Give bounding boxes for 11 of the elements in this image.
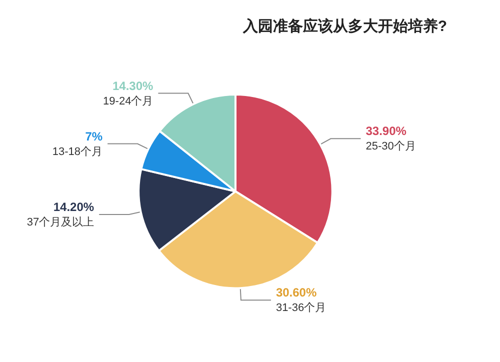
data-label: 14.20% (53, 200, 94, 214)
slice-label: 31-36个月 (276, 302, 326, 314)
chart-title: 入园准备应该从多大开始培养? (242, 17, 448, 35)
slice-label: 19-24个月 (103, 95, 154, 108)
slice-label: 13-18个月 (52, 146, 103, 158)
slice-label: 37个月及以上 (26, 215, 94, 228)
data-label: 14.30% (112, 78, 154, 93)
slice-label: 25-30个月 (366, 140, 416, 153)
data-label: 33.90% (366, 124, 407, 138)
data-label: 7% (85, 129, 103, 144)
data-label: 30.60% (276, 286, 317, 300)
